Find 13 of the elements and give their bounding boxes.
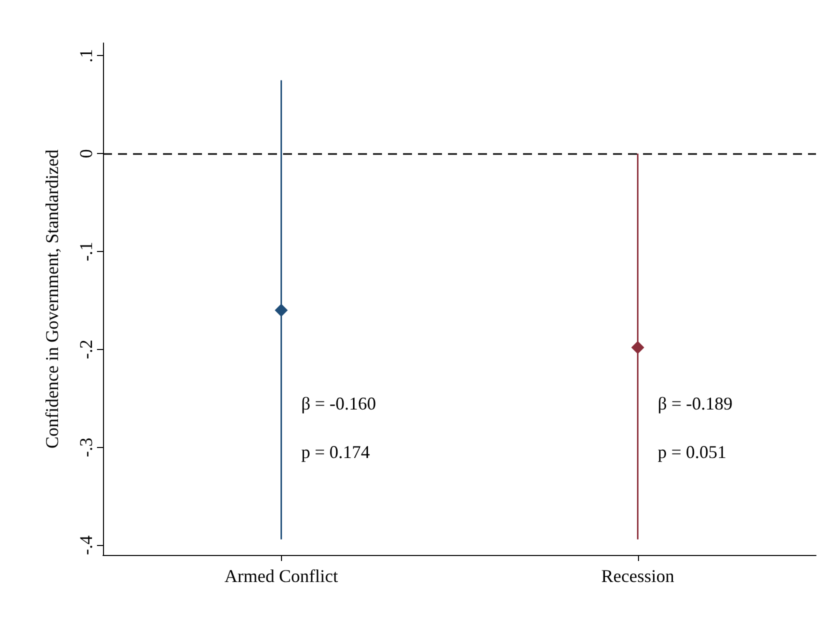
y-tick-label: -.4 — [76, 535, 96, 555]
annotation: p = 0.174 — [301, 442, 370, 462]
y-tick-label: 0 — [76, 149, 96, 158]
x-tick-label: Armed Conflict — [224, 566, 338, 586]
y-axis-title: Confidence in Government, Standardized — [42, 150, 62, 448]
x-tick-label: Recession — [601, 566, 674, 586]
y-tick-label: -.3 — [76, 438, 96, 458]
y-tick-label: -.1 — [76, 242, 96, 262]
y-tick-label: .1 — [76, 48, 96, 62]
annotation: p = 0.051 — [658, 442, 726, 462]
annotation: β = -0.160 — [301, 393, 376, 414]
annotation: β = -0.189 — [658, 393, 733, 414]
y-tick-label: -.2 — [76, 340, 96, 360]
